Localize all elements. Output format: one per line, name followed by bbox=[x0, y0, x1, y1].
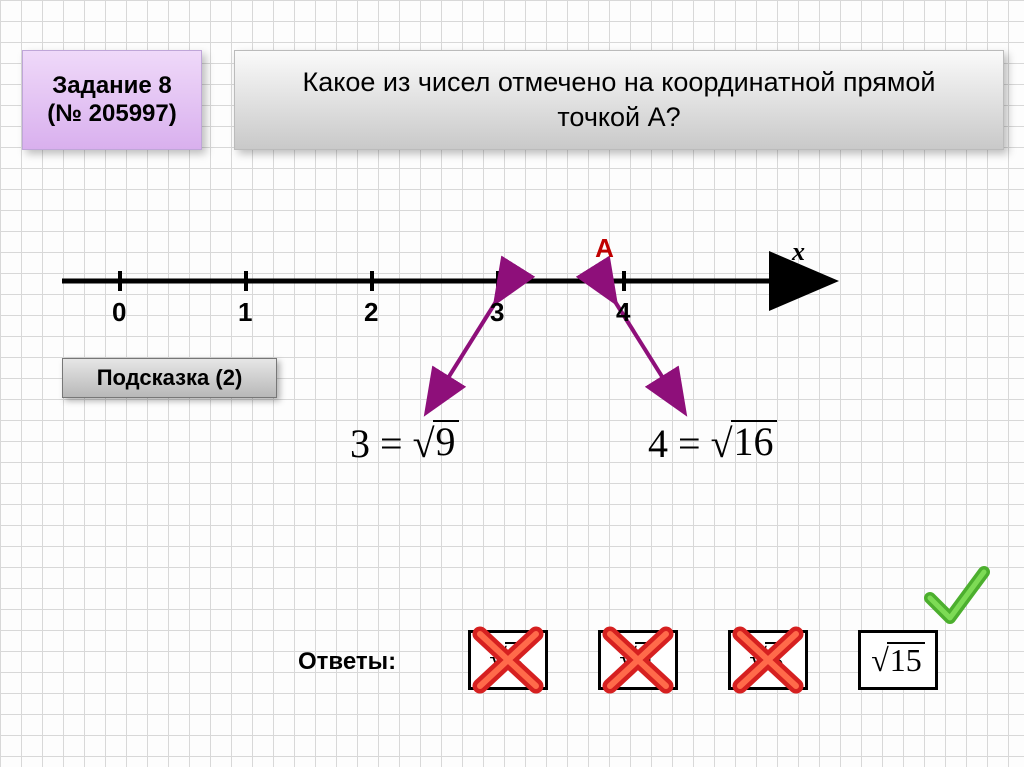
axis-x-label: x bbox=[792, 237, 805, 267]
axis-tick-label: 0 bbox=[112, 297, 126, 328]
answer-option[interactable]: √3 bbox=[468, 630, 548, 690]
axis-tick-label: 2 bbox=[364, 297, 378, 328]
answer-option[interactable]: √4 bbox=[598, 630, 678, 690]
axis-tick-label: 4 bbox=[616, 297, 630, 328]
answer-option[interactable]: √15 bbox=[858, 630, 938, 690]
task-title: Задание 8 bbox=[52, 72, 172, 100]
checkmark-icon bbox=[922, 560, 992, 630]
axis-tick-label: 1 bbox=[238, 297, 252, 328]
task-badge: Задание 8 (№ 205997) bbox=[22, 50, 202, 150]
axis-tick-label: 3 bbox=[490, 297, 504, 328]
hint-formula-left: 3 = √9 bbox=[350, 420, 459, 467]
hint-button[interactable]: Подсказка (2) bbox=[62, 358, 277, 398]
question-text: Какое из чисел отмечено на координатной … bbox=[265, 65, 973, 135]
answer-option[interactable]: √5 bbox=[728, 630, 808, 690]
question-box: Какое из чисел отмечено на координатной … bbox=[234, 50, 1004, 150]
task-number: (№ 205997) bbox=[47, 100, 177, 128]
point-a-label: A bbox=[595, 233, 614, 264]
hint-label: Подсказка (2) bbox=[97, 365, 243, 391]
hint-formula-right: 4 = √16 bbox=[648, 420, 777, 467]
answers-label: Ответы: bbox=[298, 648, 396, 676]
